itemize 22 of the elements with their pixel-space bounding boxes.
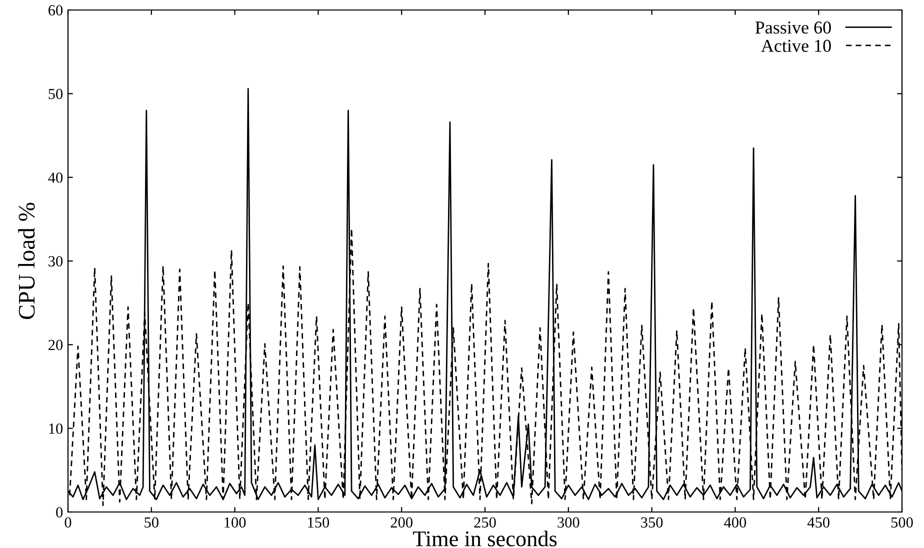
legend-label: Passive 60: [755, 21, 831, 34]
x-tick-label: 400: [724, 517, 746, 528]
y-tick-label: 0: [56, 507, 63, 518]
legend-label: Active 10: [761, 40, 831, 52]
x-tick-label: 350: [641, 517, 663, 528]
y-tick-label: 20: [48, 340, 63, 350]
x-tick-label: 300: [558, 517, 580, 528]
y-tick-label: 60: [48, 5, 63, 16]
x-tick-label: 500: [891, 517, 913, 528]
x-tick-label: 150: [308, 517, 330, 528]
x-tick-label: 250: [474, 517, 496, 528]
x-axis-title: Time in seconds: [412, 530, 557, 546]
x-tick-label: 200: [390, 517, 412, 528]
x-tick-label: 100: [224, 517, 246, 528]
y-tick-label: 50: [48, 88, 63, 100]
y-axis-title: CPU load %: [18, 202, 35, 320]
x-tick-label: 0: [64, 517, 72, 528]
x-tick-label: 450: [807, 517, 830, 528]
y-tick-label: 40: [48, 172, 63, 183]
y-tick-label: 10: [49, 423, 63, 434]
y-tick-label: 30: [48, 256, 63, 266]
x-tick-label: 50: [144, 517, 158, 528]
